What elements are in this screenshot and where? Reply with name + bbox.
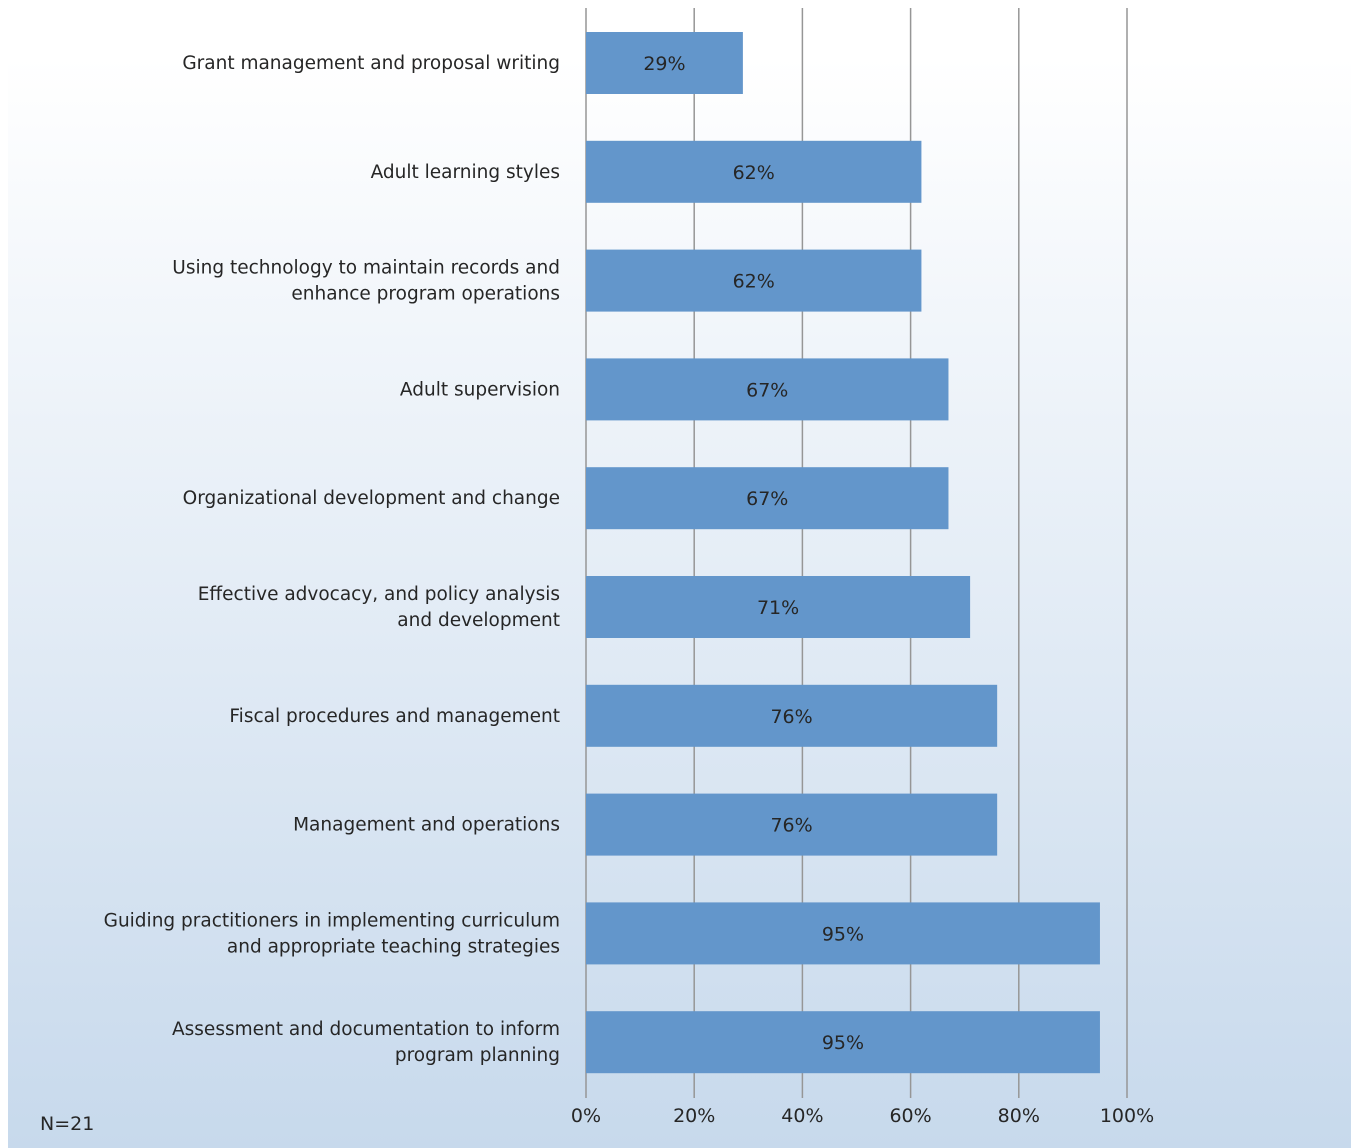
category-label: Adult learning styles [371,162,560,183]
bar-data-label: 67% [746,379,788,401]
bar-data-label: 95% [822,923,864,945]
x-tick-label: 0% [571,1105,601,1127]
sample-size-note: N=21 [40,1113,95,1135]
bar [586,140,922,203]
category-label: Guiding practitioners in implementing cu… [104,910,560,957]
bar [586,902,1100,965]
bar [586,1011,1100,1074]
x-tick-label: 20% [673,1105,715,1127]
bar [586,358,949,421]
category-label: Management and operations [293,815,560,836]
x-tick-label: 40% [781,1105,823,1127]
bar [586,684,998,747]
x-tick-label: 80% [998,1105,1040,1127]
category-label: Grant management and proposal writing [182,53,560,74]
bar-data-label: 67% [746,488,788,510]
bar-data-label: 95% [822,1032,864,1054]
bar [586,249,922,312]
bar [586,576,971,638]
chart-area: 29% 62% 62% 67% 67% 71% 76% 76% 95% 95% Grant man… [8,0,1351,1148]
category-label: Fiscal procedures and management [229,706,560,727]
bar-data-label: 76% [770,815,812,837]
category-label: Adult supervision [400,379,560,400]
bar [586,467,949,530]
bar [586,32,743,94]
x-tick-label: 60% [889,1105,931,1127]
bar-data-label: 62% [733,271,775,293]
x-tick-label: 100% [1100,1105,1154,1127]
bar [586,793,998,856]
category-label: Using technology to maintain records and… [172,258,560,305]
category-label: Assessment and documentation to inform pr… [172,1019,560,1066]
bar-data-label: 76% [770,706,812,728]
category-labels: Grant management and proposal writing Adu… [104,53,560,1066]
bar-chart: 29% 62% 62% 67% 67% 71% 76% 76% 95% 95% Grant man… [104,8,1154,1127]
bar-data-label: 29% [643,53,685,75]
x-axis-ticks: 0% 20% 40% 60% 80% 100% [571,1105,1154,1127]
category-label: Organizational development and change [183,488,560,509]
bars: 29% 62% 62% 67% 67% 71% 76% 76% 95% 95% [586,32,1100,1074]
bar-data-label: 62% [733,162,775,184]
category-label: Effective advocacy, and policy analysis a… [198,584,560,631]
bar-data-label: 71% [757,597,799,619]
